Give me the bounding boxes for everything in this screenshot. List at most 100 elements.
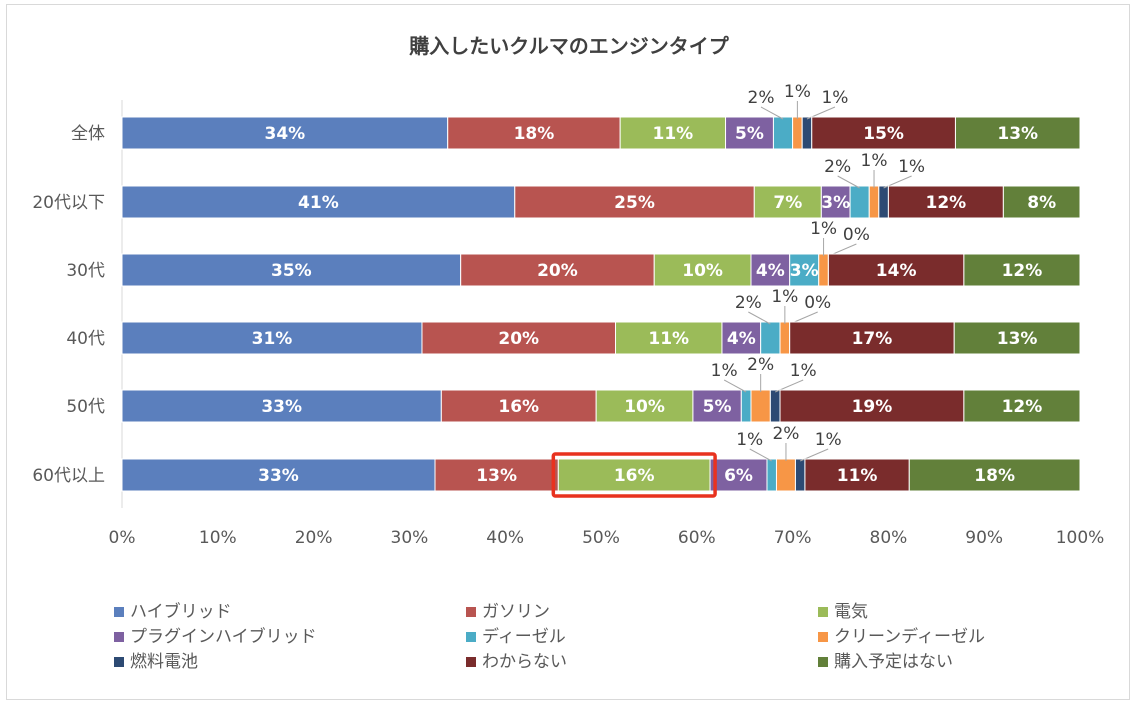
bar-segment xyxy=(801,116,813,150)
legend-swatch xyxy=(818,632,828,642)
data-label: 18% xyxy=(974,466,1015,486)
data-label: 33% xyxy=(258,466,299,486)
bar-segment xyxy=(434,458,559,492)
legend-label: わからない xyxy=(482,652,567,672)
data-label: 35% xyxy=(271,261,312,281)
bar-segment xyxy=(804,458,910,492)
data-label: 16% xyxy=(498,397,539,417)
legend-label: 燃料電池 xyxy=(130,652,198,672)
data-label: 10% xyxy=(682,261,723,281)
x-tick-label: 80% xyxy=(870,528,908,548)
bar-segment xyxy=(595,389,694,423)
data-label: 1% xyxy=(771,287,798,307)
legend-label: ハイブリッド xyxy=(130,601,232,622)
category-label: 30代 xyxy=(66,261,105,281)
bar-segment xyxy=(460,253,655,287)
data-label: 1% xyxy=(815,430,842,450)
data-label: 1% xyxy=(861,151,888,171)
bar-segment xyxy=(849,185,870,219)
leader-line xyxy=(749,448,772,462)
data-label: 11% xyxy=(837,466,878,486)
data-label: 33% xyxy=(261,397,302,417)
leader-line xyxy=(837,175,860,189)
bar-segment xyxy=(760,321,781,355)
bar-segment xyxy=(447,116,621,150)
bar-segment xyxy=(878,185,889,219)
data-label: 3% xyxy=(790,261,819,281)
bar-segment xyxy=(709,458,768,492)
x-tick-label: 10% xyxy=(199,528,237,548)
bar-segment xyxy=(653,253,752,287)
bar-segment xyxy=(868,185,880,219)
x-tick-label: 0% xyxy=(109,528,136,548)
x-tick-label: 90% xyxy=(965,528,1003,548)
legend-swatch xyxy=(466,632,476,642)
leader-line xyxy=(760,106,784,120)
bar-segment xyxy=(766,458,777,492)
category-label: 40代 xyxy=(66,329,105,349)
x-tick-label: 100% xyxy=(1056,528,1105,548)
bar-segment xyxy=(750,253,791,287)
chart-title: 購入したいクルマのエンジンタイプ xyxy=(409,34,729,58)
bar-segment xyxy=(908,458,1081,492)
category-label: 50代 xyxy=(66,397,105,417)
category-label: 20代以下 xyxy=(32,193,105,213)
bar-segment xyxy=(811,116,956,150)
data-label: 14% xyxy=(876,261,917,281)
data-label: 18% xyxy=(514,124,555,144)
data-label: 2% xyxy=(772,424,799,444)
data-label: 41% xyxy=(298,193,339,213)
bar-segment xyxy=(963,389,1081,423)
legend-swatch xyxy=(818,607,828,617)
data-label: 31% xyxy=(252,329,293,349)
legend-swatch xyxy=(114,632,124,642)
legend-label: 電気 xyxy=(834,602,868,622)
leader-line xyxy=(748,311,771,325)
legend-label: ディーゼル xyxy=(482,626,566,647)
legend-swatch xyxy=(466,607,476,617)
data-label: 4% xyxy=(756,261,785,281)
data-label: 10% xyxy=(624,397,665,417)
legend-swatch xyxy=(818,657,828,667)
data-label: 13% xyxy=(997,329,1038,349)
bar-segment xyxy=(779,321,791,355)
data-label: 15% xyxy=(863,124,904,144)
bar-segment xyxy=(794,458,806,492)
x-tick-label: 20% xyxy=(295,528,333,548)
bar-segment xyxy=(827,253,965,287)
leader-line xyxy=(723,379,747,393)
x-tick-label: 40% xyxy=(486,528,524,548)
data-label: 2% xyxy=(735,293,762,313)
data-label: 3% xyxy=(821,193,850,213)
legend-label: クリーンディーゼル xyxy=(834,626,985,647)
legend-label: 購入予定はない xyxy=(834,652,953,672)
bar-segment xyxy=(779,389,965,423)
data-label: 20% xyxy=(498,329,539,349)
data-label: 1% xyxy=(736,430,763,450)
legend-label: プラグインハイブリッド xyxy=(130,626,317,647)
data-label: 13% xyxy=(997,124,1038,144)
x-tick-label: 60% xyxy=(678,528,716,548)
data-label: 1% xyxy=(821,88,848,108)
bar-segment xyxy=(818,253,829,287)
data-label: 8% xyxy=(1027,193,1056,213)
bar-segment xyxy=(820,185,851,219)
category-label: 60代以上 xyxy=(32,466,105,486)
data-label: 1% xyxy=(790,361,817,381)
data-label: 5% xyxy=(735,124,764,144)
data-label: 2% xyxy=(824,157,851,177)
data-label: 5% xyxy=(703,397,732,417)
bar-segment xyxy=(769,389,781,423)
data-label: 1% xyxy=(810,219,837,239)
data-label: 4% xyxy=(727,329,756,349)
bar-segment xyxy=(514,185,755,219)
legend-label: ガソリン xyxy=(482,602,550,622)
data-label: 6% xyxy=(724,466,753,486)
highlight-box xyxy=(551,452,717,498)
bar-segment xyxy=(750,389,771,423)
data-label: 16% xyxy=(614,466,655,486)
x-tick-label: 30% xyxy=(391,528,429,548)
bar-segment xyxy=(792,116,803,150)
bar-segment xyxy=(121,116,449,150)
bar-segment xyxy=(121,458,436,492)
